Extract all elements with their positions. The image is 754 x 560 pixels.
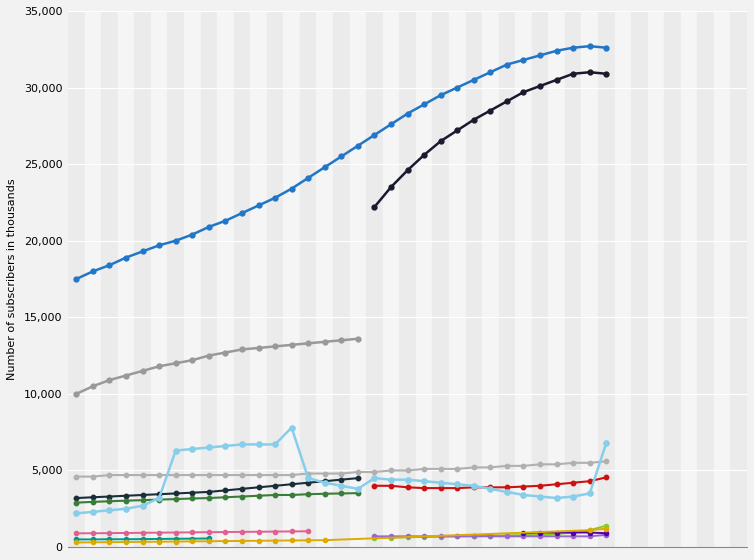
Bar [548,11,565,547]
Bar [284,11,300,547]
Bar [118,11,134,547]
Bar [631,11,648,547]
Bar [532,11,548,547]
Bar [84,11,101,547]
Bar [167,11,184,547]
Bar [217,11,234,547]
Bar [731,11,747,547]
Bar [648,11,664,547]
Bar [615,11,631,547]
Bar [267,11,284,547]
Bar [151,11,167,547]
Bar [101,11,118,547]
Bar [250,11,267,547]
Bar [416,11,432,547]
Bar [465,11,482,547]
Bar [400,11,416,547]
Bar [681,11,697,547]
Bar [317,11,333,547]
Bar [184,11,201,547]
Bar [714,11,731,547]
Y-axis label: Number of subscribers in thousands: Number of subscribers in thousands [7,178,17,380]
Bar [68,11,84,547]
Bar [664,11,681,547]
Bar [333,11,350,547]
Bar [201,11,217,547]
Bar [598,11,615,547]
Bar [366,11,383,547]
Bar [565,11,581,547]
Bar [234,11,250,547]
Bar [432,11,449,547]
Bar [300,11,317,547]
Bar [482,11,498,547]
Bar [697,11,714,547]
Bar [449,11,465,547]
Bar [515,11,532,547]
Bar [350,11,366,547]
Bar [581,11,598,547]
Bar [134,11,151,547]
Bar [383,11,400,547]
Bar [498,11,515,547]
